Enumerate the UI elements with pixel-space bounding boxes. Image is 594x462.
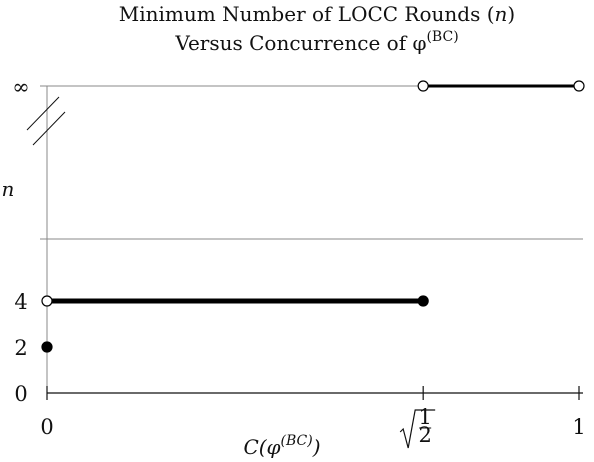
x-tick-label-numerator: 1 xyxy=(418,405,431,429)
closed-endpoint xyxy=(41,341,53,353)
y-axis-title: n xyxy=(2,177,15,201)
open-endpoint xyxy=(417,80,429,92)
chart-title-line2: Versus Concurrence of φ(BC) xyxy=(174,29,458,55)
x-axis-title: C(φ(BC)) xyxy=(243,433,320,459)
open-endpoint xyxy=(41,295,53,307)
x-tick-label: 1 xyxy=(572,415,585,439)
radical-sign-icon xyxy=(399,409,436,449)
axis-break-mark xyxy=(26,96,60,131)
y-tick-label: ∞ xyxy=(12,75,30,99)
y-tick-label: 0 xyxy=(14,382,27,406)
y-tick-label: 2 xyxy=(14,336,27,360)
axis-break-mark xyxy=(32,111,66,146)
chart-title-line1: Minimum Number of LOCC Rounds (n) xyxy=(119,2,515,26)
x-tick-label: 0 xyxy=(40,415,53,439)
x-tick-label: 12 xyxy=(399,405,436,449)
x-tick-label-denominator: 2 xyxy=(418,423,431,447)
y-tick-label: 4 xyxy=(14,290,27,314)
closed-endpoint xyxy=(417,295,429,307)
open-endpoint xyxy=(573,80,585,92)
